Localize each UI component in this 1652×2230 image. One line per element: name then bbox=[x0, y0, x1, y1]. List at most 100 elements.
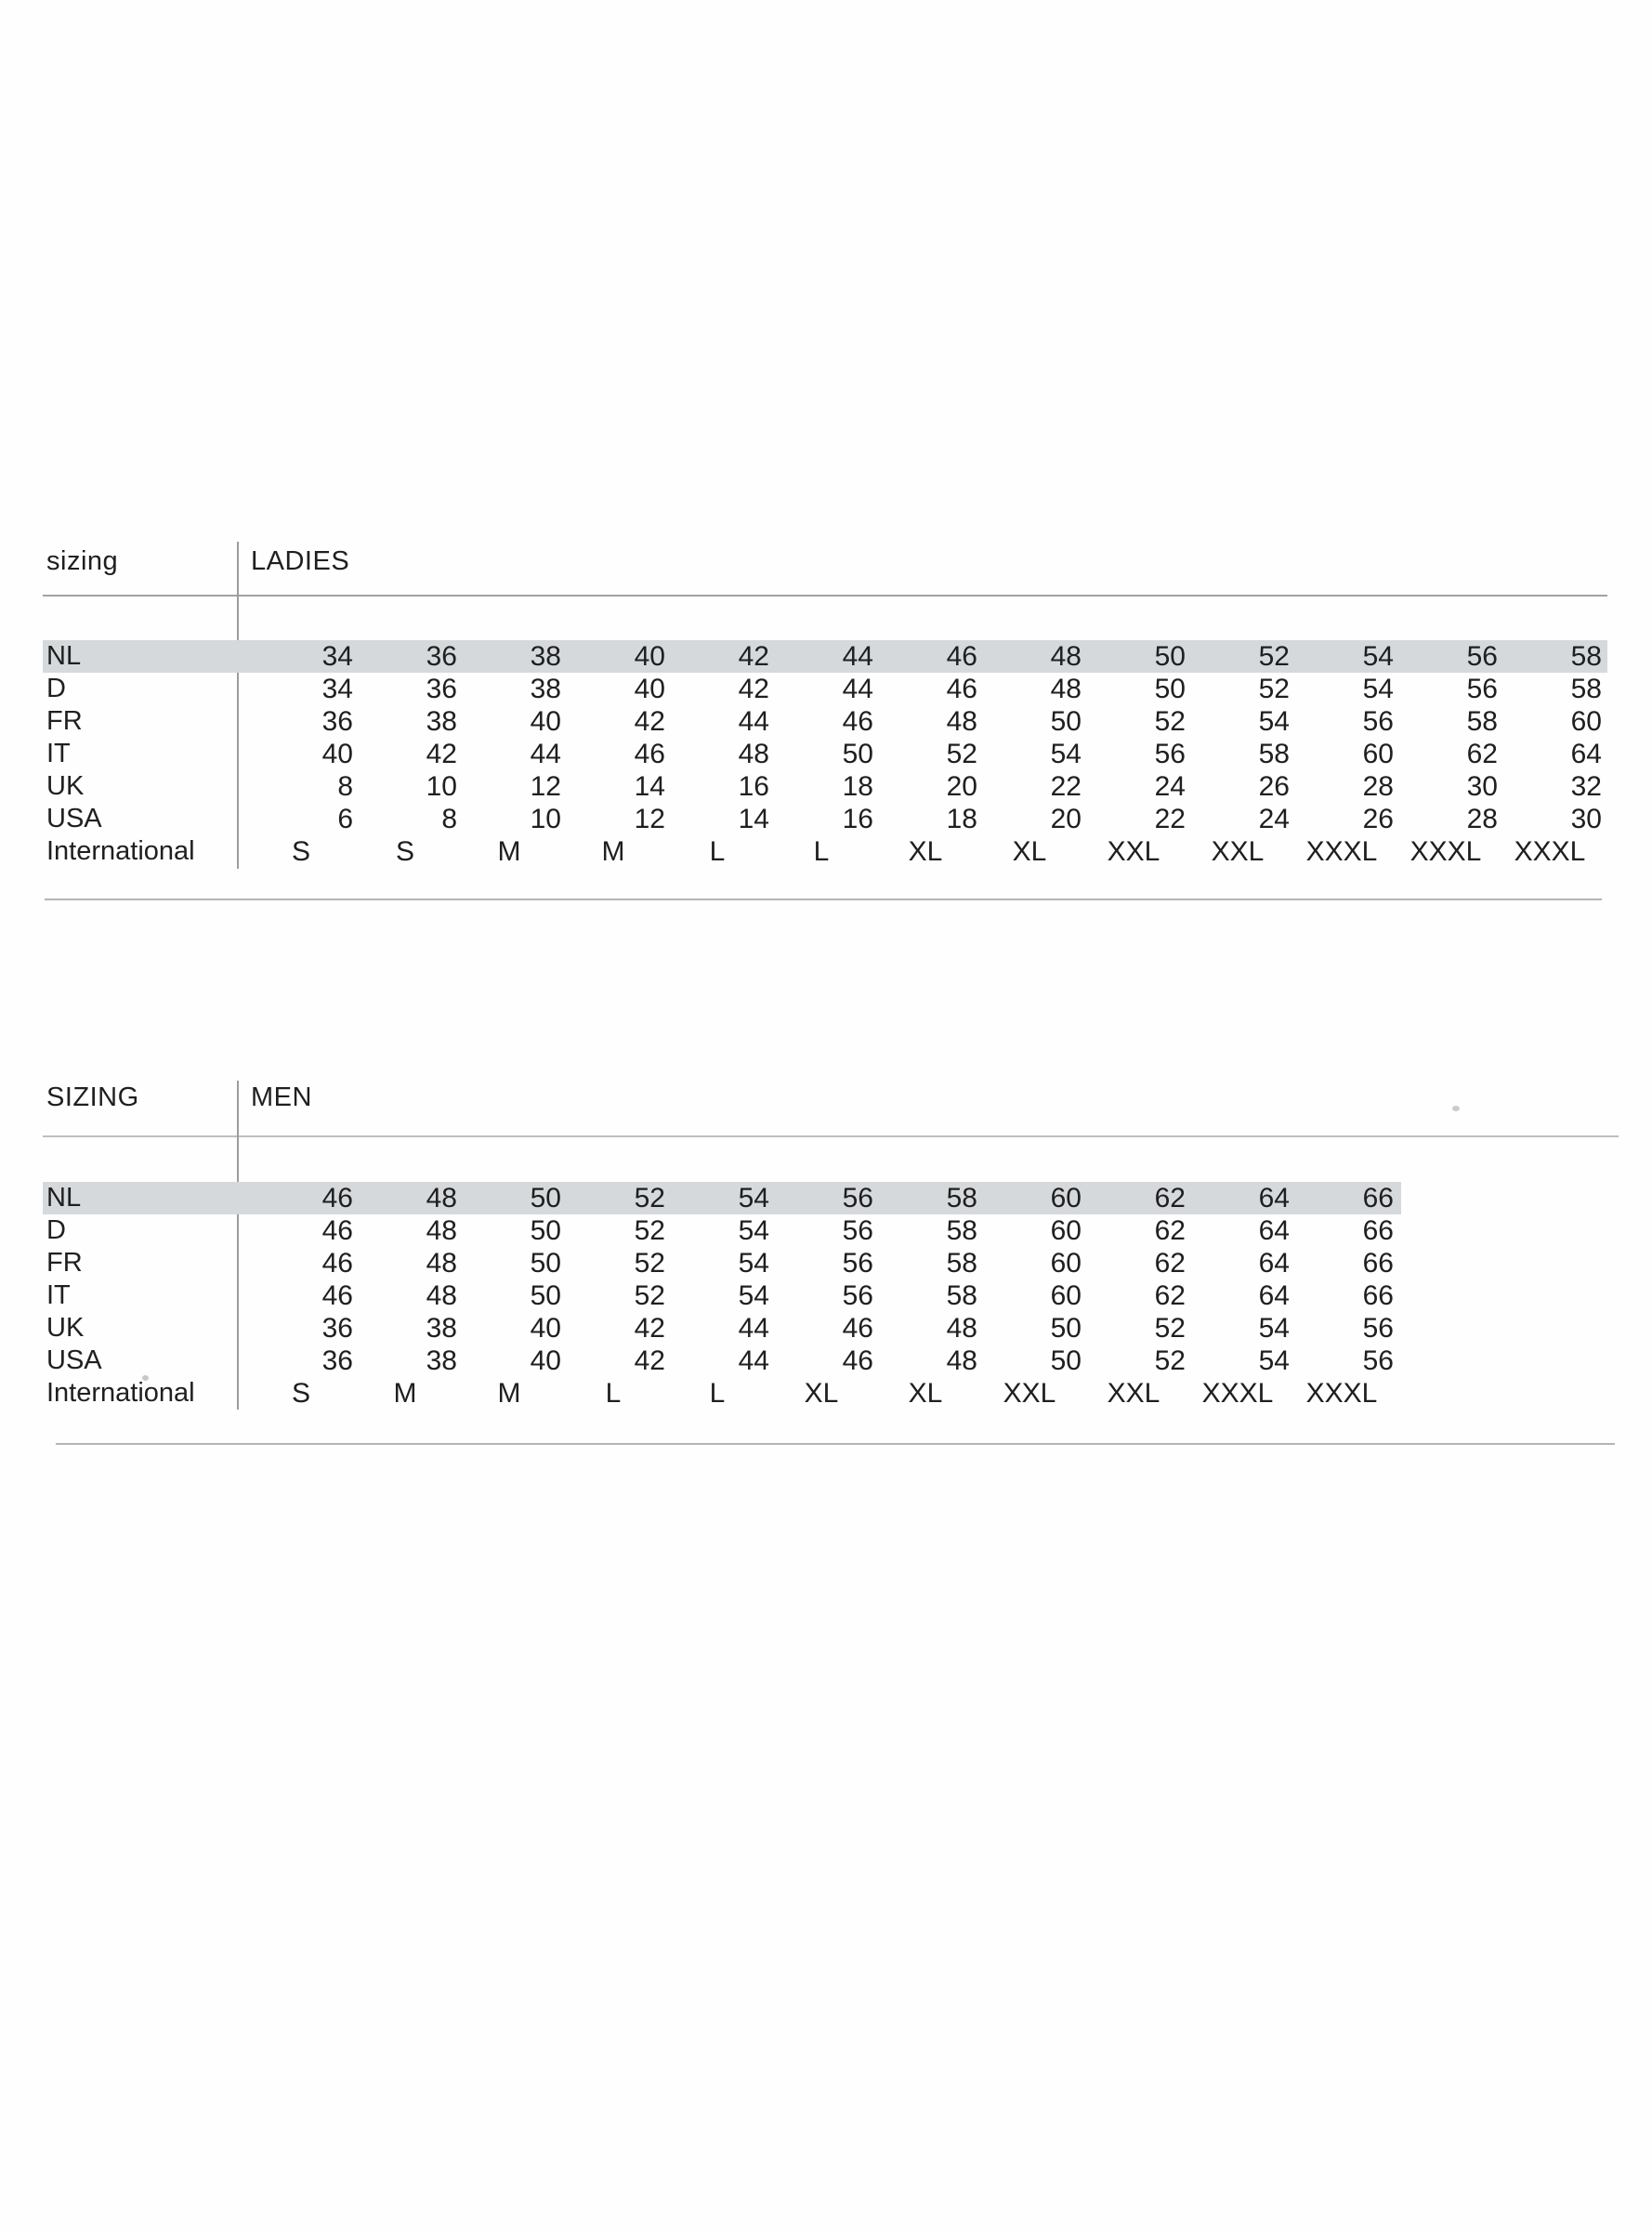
size-cell: 60 bbox=[1050, 1214, 1082, 1246]
row-label: NL bbox=[46, 641, 82, 671]
size-cell: 44 bbox=[842, 640, 873, 672]
size-cell: 62 bbox=[1154, 1279, 1186, 1311]
size-cell: 44 bbox=[738, 705, 769, 737]
size-cell: 18 bbox=[842, 770, 873, 802]
row-label: FR bbox=[46, 706, 83, 736]
size-cell: 40 bbox=[530, 1312, 561, 1344]
size-cell: 54 bbox=[1258, 705, 1290, 737]
size-cell: L bbox=[709, 1377, 726, 1409]
size-cell: 64 bbox=[1258, 1182, 1290, 1213]
size-cell: 28 bbox=[1362, 770, 1394, 802]
size-cell: 38 bbox=[426, 705, 457, 737]
bottom-rule bbox=[45, 899, 1602, 900]
size-cell: 56 bbox=[842, 1182, 873, 1213]
size-cell: XL bbox=[1012, 835, 1047, 867]
size-cell: 60 bbox=[1570, 705, 1602, 737]
size-cell: 36 bbox=[321, 1312, 353, 1344]
table-header-label: SIZING bbox=[46, 1082, 139, 1112]
row-label: USA bbox=[46, 804, 102, 833]
size-cell: 56 bbox=[842, 1247, 873, 1279]
size-cell: 52 bbox=[634, 1182, 665, 1213]
header-rule bbox=[43, 595, 1607, 597]
size-cell: XXL bbox=[1211, 835, 1265, 867]
size-cell: 42 bbox=[738, 673, 769, 704]
size-cell: 66 bbox=[1362, 1182, 1394, 1213]
size-cell: 40 bbox=[530, 705, 561, 737]
bottom-rule bbox=[56, 1443, 1615, 1445]
size-cell: L bbox=[813, 835, 830, 867]
size-cell: 8 bbox=[337, 770, 353, 802]
size-cell: 52 bbox=[634, 1214, 665, 1246]
size-cell: 52 bbox=[634, 1279, 665, 1311]
size-cell: 52 bbox=[946, 738, 977, 769]
size-cell: 46 bbox=[321, 1247, 353, 1279]
size-cell: 42 bbox=[634, 705, 665, 737]
size-cell: XL bbox=[908, 835, 943, 867]
row-label: NL bbox=[46, 1183, 82, 1213]
size-cell: 56 bbox=[1466, 673, 1498, 704]
size-cell: 52 bbox=[634, 1247, 665, 1279]
row-label: D bbox=[46, 1215, 66, 1245]
size-cell: 46 bbox=[946, 673, 977, 704]
size-cell: 50 bbox=[1154, 673, 1186, 704]
size-cell: 60 bbox=[1050, 1279, 1082, 1311]
size-cell: 52 bbox=[1258, 640, 1290, 672]
size-cell: 56 bbox=[1362, 1345, 1394, 1376]
row-label: FR bbox=[46, 1248, 83, 1278]
size-cell: 34 bbox=[321, 640, 353, 672]
table-row-it: IT 46 48 50 52 54 56 58 60 62 64 66 bbox=[43, 1279, 1401, 1312]
size-cell: 22 bbox=[1050, 770, 1082, 802]
size-cell: 64 bbox=[1570, 738, 1602, 769]
size-cell: 46 bbox=[946, 640, 977, 672]
size-cell: 58 bbox=[946, 1214, 977, 1246]
size-cell: 58 bbox=[1258, 738, 1290, 769]
size-cell: 20 bbox=[1050, 803, 1082, 834]
size-cell: 38 bbox=[530, 673, 561, 704]
size-cell: 56 bbox=[842, 1279, 873, 1311]
size-cell: 56 bbox=[842, 1214, 873, 1246]
size-cell: 8 bbox=[441, 803, 457, 834]
size-cell: 60 bbox=[1362, 738, 1394, 769]
size-cell: 56 bbox=[1362, 705, 1394, 737]
table-header-label: sizing bbox=[46, 546, 119, 576]
table-row-international: International S M M L L XL XL XXL XXL XXXL XXXL bbox=[43, 1377, 1401, 1410]
size-cell: 48 bbox=[426, 1247, 457, 1279]
size-cell: 12 bbox=[634, 803, 665, 834]
size-cell: 62 bbox=[1466, 738, 1498, 769]
size-cell: 48 bbox=[426, 1182, 457, 1213]
size-cell: XXL bbox=[1003, 1377, 1056, 1409]
size-cell: 54 bbox=[1362, 673, 1394, 704]
row-label: IT bbox=[46, 739, 71, 768]
size-cell: 36 bbox=[426, 640, 457, 672]
table-row-d: D 34 36 38 40 42 44 46 48 50 52 54 56 58 bbox=[43, 673, 1607, 705]
size-cell: 46 bbox=[321, 1279, 353, 1311]
size-cell: XL bbox=[908, 1377, 943, 1409]
size-cell: 44 bbox=[842, 673, 873, 704]
size-cell: 46 bbox=[634, 738, 665, 769]
table-row-uk: UK 36 38 40 42 44 46 48 50 52 54 56 bbox=[43, 1312, 1401, 1345]
size-cell: 50 bbox=[530, 1279, 561, 1311]
size-cell: 50 bbox=[1050, 1312, 1082, 1344]
size-cell: 48 bbox=[426, 1279, 457, 1311]
size-cell: 66 bbox=[1362, 1279, 1394, 1311]
size-cell: 42 bbox=[426, 738, 457, 769]
size-cell: 50 bbox=[530, 1247, 561, 1279]
table-row-nl: NL 34 36 38 40 42 44 46 48 50 52 54 56 58 bbox=[43, 640, 1607, 673]
size-cell: 50 bbox=[1154, 640, 1186, 672]
size-cell: 64 bbox=[1258, 1279, 1290, 1311]
column-divider bbox=[237, 542, 239, 869]
table-row-d: D 46 48 50 52 54 56 58 60 62 64 66 bbox=[43, 1214, 1401, 1247]
size-cell: 54 bbox=[1258, 1312, 1290, 1344]
table-row-international: International S S M M L L XL XL XXL XXL XXXL XXXL XXX… bbox=[43, 835, 1607, 868]
size-cell: XXXL bbox=[1305, 835, 1378, 867]
size-cell: 16 bbox=[842, 803, 873, 834]
size-cell: 6 bbox=[337, 803, 353, 834]
size-cell: 58 bbox=[946, 1182, 977, 1213]
table-row-usa: USA 36 38 40 42 44 46 48 50 52 54 56 bbox=[43, 1345, 1401, 1377]
size-cell: 46 bbox=[842, 1312, 873, 1344]
size-cell: 60 bbox=[1050, 1182, 1082, 1213]
size-cell: 44 bbox=[738, 1312, 769, 1344]
size-cell: 52 bbox=[1154, 1312, 1186, 1344]
size-cell: 58 bbox=[1570, 640, 1602, 672]
